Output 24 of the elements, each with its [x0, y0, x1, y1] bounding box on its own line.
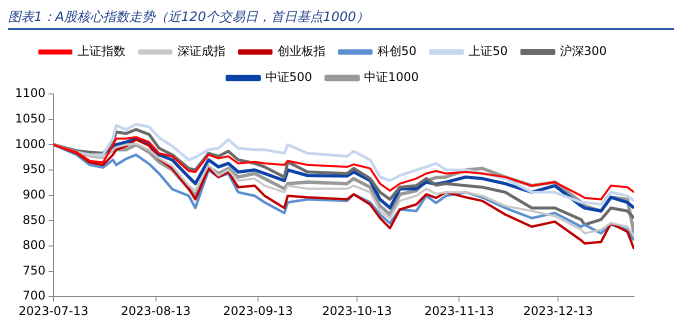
- legend-label: 上证指数: [77, 44, 126, 58]
- y-tick-label: 1000: [14, 136, 46, 151]
- x-tick-label: 2023-10-13: [322, 304, 392, 318]
- y-tick-label: 850: [22, 212, 46, 227]
- x-tick-label: 2023-07-13: [18, 304, 88, 318]
- y-tick-label: 800: [22, 238, 46, 252]
- legend-label: 中证1000: [364, 70, 419, 84]
- x-tick-label: 2023-11-13: [424, 304, 494, 318]
- legend-label: 深证成指: [177, 44, 226, 58]
- x-tick-label: 2023-12-13: [523, 304, 594, 318]
- legend-label: 科创50: [377, 44, 417, 58]
- y-tick-label: 700: [22, 288, 46, 303]
- legend-label: 沪深300: [560, 44, 607, 58]
- legend-label: 创业板指: [277, 44, 326, 58]
- legend-label: 上证50: [468, 44, 508, 58]
- y-tick-label: 1100: [14, 86, 46, 100]
- y-tick-label: 1050: [14, 111, 46, 126]
- x-tick-label: 2023-09-13: [223, 304, 293, 318]
- chart-title: 图表1：A股核心指数走势（近120个交易日，首日基点1000）: [8, 8, 674, 30]
- x-tick-label: 2023-08-13: [120, 304, 191, 318]
- y-tick-label: 750: [22, 263, 46, 278]
- y-tick-label: 950: [22, 162, 46, 176]
- y-tick-label: 900: [22, 187, 46, 202]
- legend-label: 中证500: [265, 70, 312, 84]
